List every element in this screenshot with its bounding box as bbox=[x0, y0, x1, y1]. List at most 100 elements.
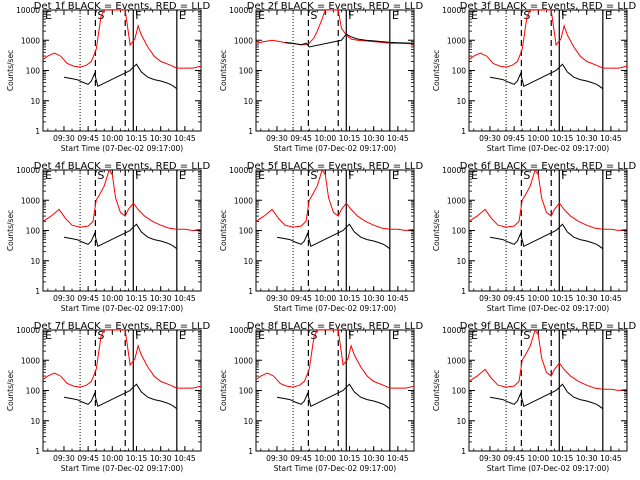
lld-series-line bbox=[256, 330, 414, 389]
interval-marker-label: E bbox=[179, 329, 186, 342]
x-axis-label: Start Time (07-Dec-02 09:17:00) bbox=[61, 144, 183, 153]
x-tick-label: 10:45 bbox=[600, 294, 622, 303]
x-tick-label: 10:00 bbox=[528, 134, 550, 143]
interval-marker-label: S bbox=[310, 9, 317, 22]
panel-title: Det 9f BLACK = Events, RED = LLD bbox=[460, 321, 637, 332]
y-tick-label: 10 bbox=[456, 257, 466, 266]
interval-marker-label: E bbox=[45, 169, 52, 182]
events-series-line bbox=[276, 223, 391, 250]
panel-det-3: Det 3f BLACK = Events, RED = LLD 1 10 100 10… bbox=[432, 1, 636, 153]
y-tick-label: 100 bbox=[26, 227, 41, 236]
x-tick-label: 10:45 bbox=[387, 454, 409, 463]
x-tick-label: 10:30 bbox=[363, 134, 385, 143]
interval-marker-label: S bbox=[97, 9, 104, 22]
panel-title: Det 1f BLACK = Events, RED = LLD bbox=[34, 1, 211, 12]
interval-marker-label: E bbox=[45, 329, 52, 342]
interval-marker-label: E bbox=[471, 329, 478, 342]
interval-marker-label: E bbox=[179, 9, 186, 22]
x-tick-label: 09:30 bbox=[479, 294, 501, 303]
y-axis-label: Counts/sec bbox=[219, 210, 228, 251]
y-tick-label: 1 bbox=[35, 447, 40, 456]
x-tick-label: 09:30 bbox=[266, 294, 288, 303]
panel-det-1: Det 1f BLACK = Events, RED = LLD 1 10 100 10… bbox=[6, 1, 210, 153]
events-series-line bbox=[489, 63, 604, 90]
interval-marker-label: S bbox=[97, 169, 104, 182]
panel-det-9: Det 9f BLACK = Events, RED = LLD 1 10 100 10… bbox=[432, 321, 636, 473]
lld-series-line bbox=[43, 170, 201, 232]
x-tick-label: 10:30 bbox=[363, 294, 385, 303]
y-tick-label: 1000 bbox=[447, 356, 466, 365]
y-tick-label: 1 bbox=[35, 287, 40, 296]
x-tick-label: 10:30 bbox=[363, 454, 385, 463]
y-tick-label: 1 bbox=[35, 127, 40, 136]
x-tick-label: 10:00 bbox=[102, 134, 124, 143]
panel-title: Det 5f BLACK = Events, RED = LLD bbox=[247, 161, 424, 172]
interval-marker-label: S bbox=[310, 169, 317, 182]
x-tick-label: 10:45 bbox=[600, 454, 622, 463]
x-tick-label: 09:30 bbox=[53, 134, 75, 143]
interval-marker-label: F bbox=[135, 169, 141, 182]
interval-marker-label: F bbox=[348, 329, 354, 342]
y-tick-label: 10000 bbox=[442, 326, 466, 335]
x-tick-label: 10:15 bbox=[126, 454, 148, 463]
y-tick-label: 1 bbox=[461, 127, 466, 136]
interval-marker-label: E bbox=[258, 169, 265, 182]
interval-marker-label: E bbox=[605, 169, 612, 182]
x-axis-label: Start Time (07-Dec-02 09:17:00) bbox=[274, 304, 396, 313]
panel-det-7: Det 7f BLACK = Events, RED = LLD 1 10 100 10… bbox=[6, 321, 210, 473]
panel-title: Det 6f BLACK = Events, RED = LLD bbox=[460, 161, 637, 172]
x-tick-label: 10:30 bbox=[576, 454, 598, 463]
panel-title: Det 2f BLACK = Events, RED = LLD bbox=[247, 1, 424, 12]
x-tick-label: 09:30 bbox=[266, 134, 288, 143]
events-series-line bbox=[284, 33, 414, 48]
x-tick-label: 09:30 bbox=[53, 454, 75, 463]
y-axis-label: Counts/sec bbox=[432, 370, 441, 411]
y-tick-label: 100 bbox=[452, 227, 467, 236]
y-tick-label: 100 bbox=[452, 67, 467, 76]
x-tick-label: 09:30 bbox=[479, 454, 501, 463]
x-axis-label: Start Time (07-Dec-02 09:17:00) bbox=[487, 464, 609, 473]
x-tick-label: 10:15 bbox=[552, 454, 574, 463]
lld-series-line bbox=[469, 170, 627, 232]
x-axis-label: Start Time (07-Dec-02 09:17:00) bbox=[274, 144, 396, 153]
interval-marker-label: S bbox=[523, 329, 530, 342]
x-tick-label: 10:30 bbox=[150, 294, 172, 303]
interval-marker-label: E bbox=[45, 9, 52, 22]
y-axis-label: Counts/sec bbox=[219, 370, 228, 411]
y-tick-label: 1 bbox=[461, 287, 466, 296]
x-tick-label: 10:15 bbox=[552, 134, 574, 143]
y-tick-label: 10 bbox=[456, 417, 466, 426]
y-tick-label: 1000 bbox=[447, 196, 466, 205]
events-series-line bbox=[63, 383, 178, 410]
x-tick-label: 10:30 bbox=[576, 134, 598, 143]
y-tick-label: 10000 bbox=[16, 326, 40, 335]
y-tick-label: 10 bbox=[243, 97, 253, 106]
panel-title: Det 7f BLACK = Events, RED = LLD bbox=[34, 321, 211, 332]
y-tick-label: 10 bbox=[243, 417, 253, 426]
interval-marker-label: E bbox=[258, 9, 265, 22]
interval-marker-label: S bbox=[523, 169, 530, 182]
lld-series-line bbox=[469, 330, 627, 392]
interval-marker-label: F bbox=[348, 9, 354, 22]
interval-marker-label: E bbox=[605, 329, 612, 342]
y-tick-label: 1000 bbox=[21, 356, 40, 365]
y-axis-label: Counts/sec bbox=[6, 210, 15, 251]
x-axis-label: Start Time (07-Dec-02 09:17:00) bbox=[61, 304, 183, 313]
x-tick-label: 10:30 bbox=[150, 134, 172, 143]
interval-marker-label: S bbox=[97, 329, 104, 342]
y-tick-label: 10000 bbox=[16, 166, 40, 175]
interval-marker-label: F bbox=[561, 329, 567, 342]
x-tick-label: 10:45 bbox=[174, 134, 196, 143]
events-series-line bbox=[489, 383, 604, 410]
panel-det-4: Det 4f BLACK = Events, RED = LLD 1 10 100 10… bbox=[6, 161, 210, 313]
y-tick-label: 10000 bbox=[16, 6, 40, 15]
lld-series-line bbox=[43, 10, 201, 69]
lld-series-line bbox=[469, 10, 627, 69]
x-tick-label: 09:45 bbox=[77, 454, 99, 463]
x-tick-label: 09:45 bbox=[503, 134, 525, 143]
y-tick-label: 1 bbox=[248, 447, 253, 456]
interval-marker-label: E bbox=[392, 329, 399, 342]
y-tick-label: 10000 bbox=[229, 6, 253, 15]
interval-marker-label: E bbox=[392, 169, 399, 182]
